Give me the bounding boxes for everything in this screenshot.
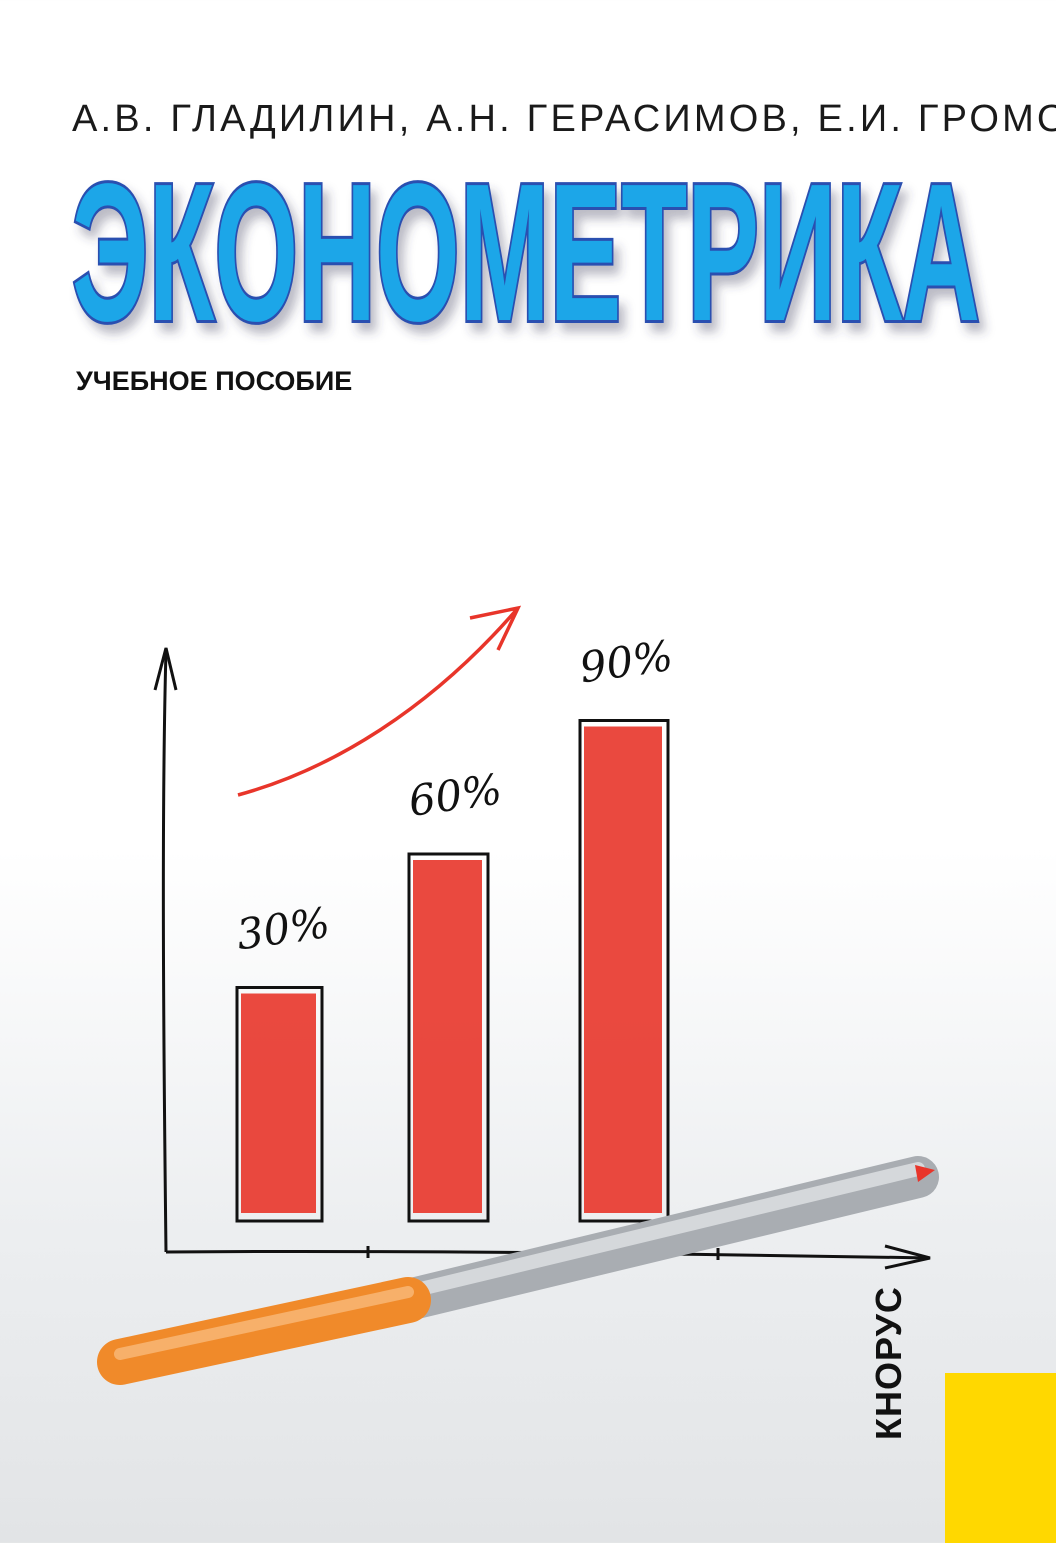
bar-label-3: 90% [577, 631, 676, 693]
bar-2 [407, 852, 490, 1223]
authors: А.В. ГЛАДИЛИН, А.Н. ГЕРАСИМОВ, Е.И. ГРОМ… [72, 98, 1056, 140]
x-tick [366, 1246, 720, 1260]
subtitle: УЧЕБНОЕ ПОСОБИЕ [76, 366, 353, 396]
trend-arrow [237, 605, 522, 797]
bar-3 [578, 719, 670, 1223]
bar-fill-3 [584, 726, 662, 1213]
bar-label-2: 60% [406, 764, 505, 826]
y-axis [161, 649, 168, 1253]
book-title: ЭКОНОМЕТРИКА [72, 143, 980, 362]
x-axis-arrow [884, 1244, 931, 1270]
y-axis-arrow [153, 647, 178, 691]
bar-fill-1 [241, 993, 316, 1213]
title-block: ЭКОНОМЕТРИКА [69, 140, 983, 365]
publisher-logo: КНОРУС [868, 1286, 909, 1440]
bar-1 [235, 986, 324, 1223]
bar-label-1: 30% [234, 898, 333, 960]
pen-icon [97, 1156, 939, 1385]
bar-fill-2 [413, 860, 482, 1213]
publisher-color-block [945, 1373, 1056, 1543]
